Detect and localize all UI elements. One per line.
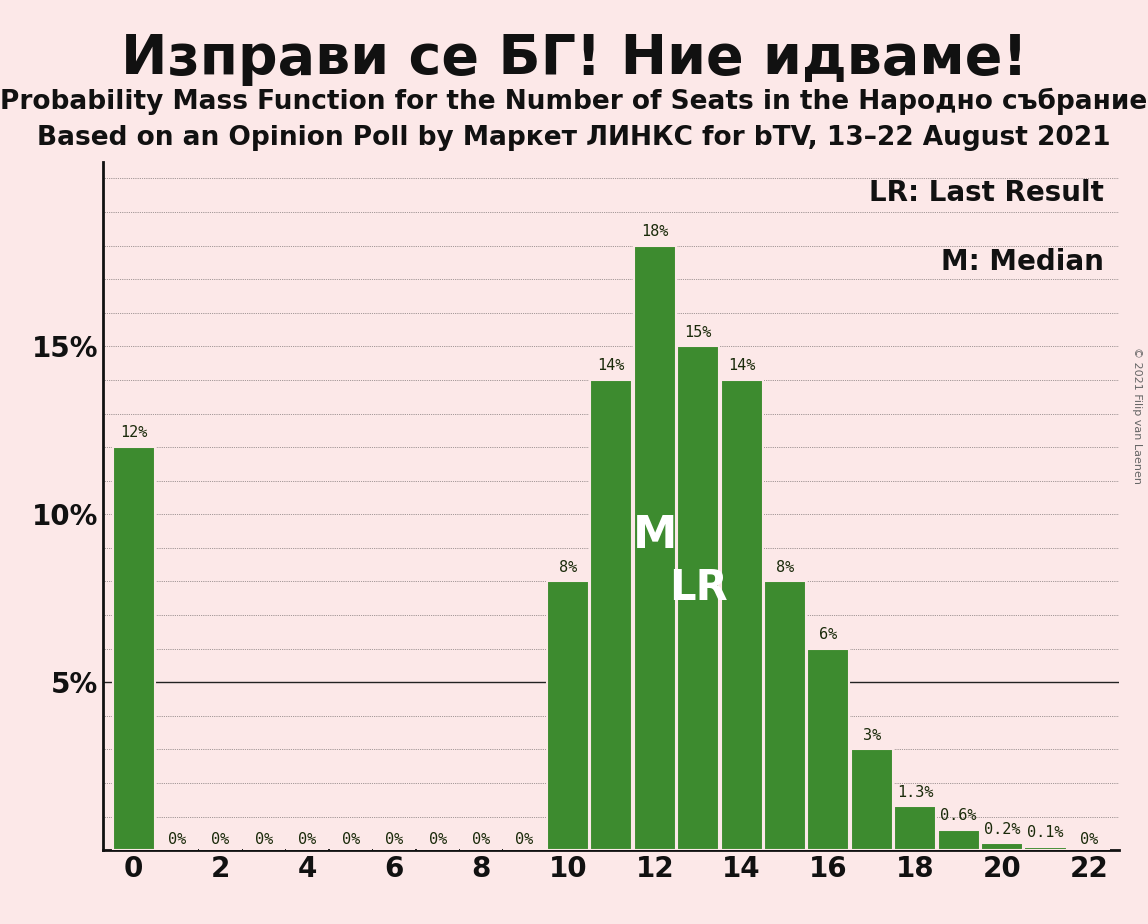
Bar: [546, 581, 589, 850]
Text: 0%: 0%: [472, 832, 490, 846]
Text: LR: Last Result: LR: Last Result: [869, 179, 1104, 207]
Text: 14%: 14%: [728, 359, 755, 373]
Bar: [938, 830, 979, 850]
Bar: [721, 380, 762, 850]
Bar: [677, 346, 719, 850]
Text: 18%: 18%: [641, 224, 668, 239]
Text: M: Median: M: Median: [941, 248, 1104, 275]
Bar: [634, 246, 676, 850]
Text: 0%: 0%: [515, 832, 534, 846]
Text: Изправи се БГ! Ние идваме!: Изправи се БГ! Ние идваме!: [121, 32, 1027, 86]
Text: 0%: 0%: [298, 832, 317, 846]
Text: 8%: 8%: [559, 560, 577, 575]
Text: 0%: 0%: [1080, 832, 1097, 846]
Text: 0%: 0%: [342, 832, 360, 846]
Text: M: M: [633, 515, 677, 557]
Bar: [851, 749, 893, 850]
Text: 15%: 15%: [684, 324, 712, 340]
Text: 14%: 14%: [598, 359, 625, 373]
Text: 12%: 12%: [121, 425, 147, 441]
Text: Based on an Opinion Poll by Маркет ЛИНКС for bTV, 13–22 August 2021: Based on an Opinion Poll by Маркет ЛИНКС…: [37, 125, 1111, 151]
Text: Probability Mass Function for the Number of Seats in the Народно събрание: Probability Mass Function for the Number…: [0, 88, 1148, 115]
Text: 8%: 8%: [776, 560, 794, 575]
Bar: [590, 380, 633, 850]
Bar: [982, 844, 1023, 850]
Text: 1.3%: 1.3%: [897, 784, 933, 799]
Bar: [113, 447, 155, 850]
Text: 0.6%: 0.6%: [940, 808, 977, 823]
Text: 0.1%: 0.1%: [1027, 825, 1064, 840]
Text: 0%: 0%: [211, 832, 230, 846]
Text: LR: LR: [669, 567, 728, 609]
Text: 0%: 0%: [168, 832, 186, 846]
Bar: [1024, 846, 1066, 850]
Text: 0.2%: 0.2%: [984, 821, 1021, 836]
Bar: [763, 581, 806, 850]
Bar: [894, 807, 937, 850]
Bar: [807, 649, 850, 850]
Text: 0%: 0%: [255, 832, 273, 846]
Text: 3%: 3%: [862, 727, 881, 743]
Text: 6%: 6%: [820, 626, 838, 642]
Text: 0%: 0%: [428, 832, 447, 846]
Text: © 2021 Filip van Laenen: © 2021 Filip van Laenen: [1132, 347, 1142, 484]
Text: 0%: 0%: [385, 832, 403, 846]
